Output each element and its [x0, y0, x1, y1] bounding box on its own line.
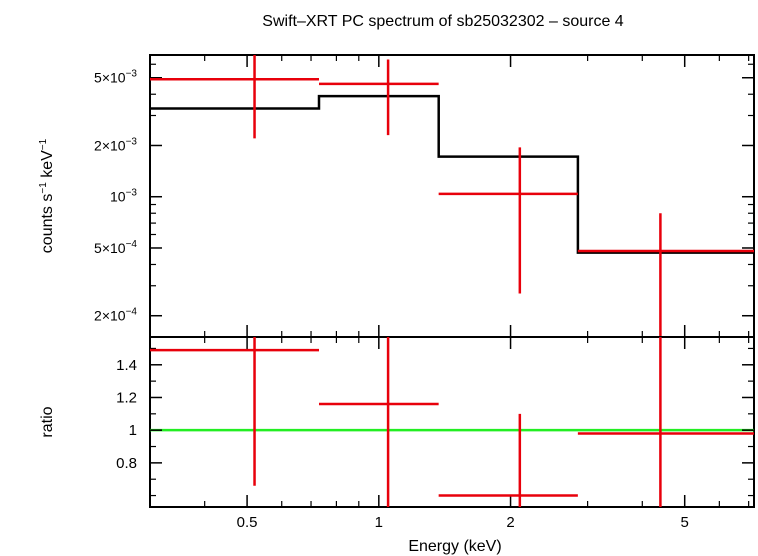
x-tick-label: 1 [375, 514, 383, 531]
ratio-tick-label: 1.2 [116, 389, 137, 406]
spectrum-point [150, 55, 320, 139]
y-tick-mantissa: 5×10 [94, 240, 126, 256]
y-tick-exponent: −3 [126, 136, 138, 147]
top-panel: 5×10−32×10−310−35×10−42×10−4 counts s−1 … [38, 54, 755, 338]
top-panel-frame [149, 54, 755, 338]
ylabel-exp1: −1 [38, 182, 49, 194]
ratio-tick-label: 1.4 [116, 357, 137, 374]
x-axis-label: Energy (keV) [408, 538, 501, 555]
bottom-panel: 0.8 1 1.2 1.4 0.5 1 2 5 ratio [39, 336, 755, 531]
ratio-point [438, 413, 578, 507]
ratio-data-points [150, 337, 754, 507]
bottom-y-ticks: 0.8 1 1.2 1.4 [116, 347, 754, 497]
y-tick-label: 5×10−3 [94, 69, 137, 86]
y-tick-label: 5×10−4 [94, 239, 137, 256]
top-x-ticks [149, 55, 750, 337]
y-tick-label: 2×10−3 [94, 136, 137, 153]
y-tick-exponent: −4 [126, 239, 138, 250]
spectrum-point [319, 59, 439, 136]
y-tick-exponent: −3 [126, 69, 138, 80]
ratio-point [577, 337, 754, 507]
chart-title: Swift–XRT PC spectrum of sb25032302 – so… [262, 13, 623, 30]
top-y-axis-label: counts s−1 keV−1 [38, 138, 56, 253]
ylabel-mid: keV [39, 150, 56, 182]
ratio-point [319, 337, 439, 507]
x-tick-label: 0.5 [237, 514, 258, 531]
bottom-x-ticks: 0.5 1 2 5 [149, 337, 750, 531]
x-tick-label: 2 [506, 514, 514, 531]
y-tick-mantissa: 10 [110, 189, 126, 205]
y-tick-exponent: −3 [126, 188, 138, 199]
model-line [150, 94, 754, 254]
bottom-panel-frame [149, 336, 755, 508]
bottom-y-axis-label: ratio [39, 406, 56, 437]
y-tick-mantissa: 5×10 [94, 70, 126, 86]
spectrum-data-points [150, 55, 754, 337]
top-y-ticks: 5×10−32×10−310−35×10−42×10−4 [94, 63, 754, 324]
x-tick-label: 5 [681, 514, 689, 531]
model-steps [150, 94, 754, 254]
ylabel-exp2: −1 [38, 138, 49, 150]
y-tick-mantissa: 2×10 [94, 137, 126, 153]
y-tick-label: 2×10−4 [94, 307, 137, 324]
y-tick-label: 10−3 [110, 188, 137, 205]
spectrum-point [438, 147, 578, 294]
y-tick-mantissa: 2×10 [94, 308, 126, 324]
y-tick-exponent: −4 [126, 307, 138, 318]
ylabel-base: counts s [39, 194, 56, 254]
ratio-tick-label: 1 [129, 422, 137, 439]
ratio-point [150, 337, 320, 486]
spectrum-point [577, 213, 754, 337]
ratio-tick-label: 0.8 [116, 455, 137, 472]
